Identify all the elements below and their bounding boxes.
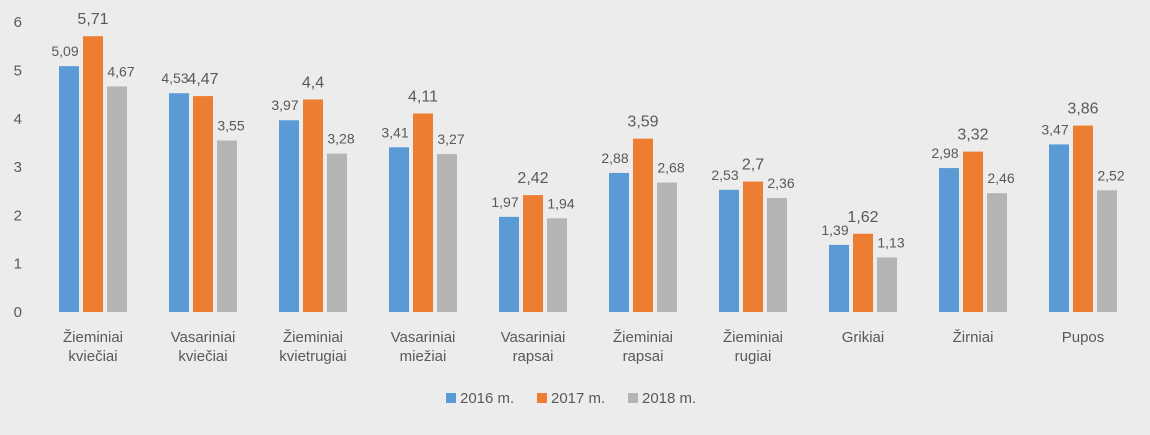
y-tick-label: 2 [14, 207, 22, 224]
data-label: 5,09 [51, 43, 78, 59]
bar-2018m-4 [547, 218, 567, 312]
data-label: 5,71 [77, 11, 108, 28]
data-label: 4,4 [302, 74, 324, 91]
y-tick-label: 5 [14, 63, 22, 80]
bar-2016m-7 [829, 244, 849, 312]
bar-2018m-8 [987, 193, 1007, 312]
x-category-label: Žirniai [953, 329, 994, 346]
x-category-label: Vasariniai [171, 329, 236, 346]
data-label: 2,52 [1097, 167, 1124, 183]
data-label: 2,88 [601, 150, 628, 166]
x-category-label: miežiai [400, 348, 447, 365]
legend: 2016 m. 2017 m. 2018 m. [446, 390, 696, 407]
data-label: 1,39 [821, 222, 848, 238]
data-label: 3,97 [271, 97, 298, 113]
x-axis-category-labels: Žieminiai kviečiai Vasariniai kviečiai Žiemi… [63, 329, 1104, 365]
legend-label: 2018 m. [642, 390, 696, 407]
y-tick-label: 0 [14, 304, 22, 321]
bar-2016m-1 [169, 93, 189, 313]
x-category-label: Žieminiai [723, 329, 783, 346]
legend-swatch [446, 393, 456, 403]
bar-2016m-6 [719, 189, 739, 312]
data-label: 1,97 [491, 194, 518, 210]
bar-2018m-1 [217, 140, 237, 312]
bar-2018m-2 [327, 153, 347, 312]
data-label: 2,68 [657, 160, 684, 176]
bar-2017m-0 [83, 36, 103, 312]
data-label: 1,94 [547, 195, 574, 211]
data-label: 3,55 [217, 118, 244, 134]
legend-label: 2016 m. [460, 390, 514, 407]
data-label: 3,59 [627, 114, 658, 131]
bar-2018m-6 [767, 198, 787, 312]
data-label: 4,53 [161, 70, 188, 86]
y-tick-label: 4 [14, 111, 22, 128]
bar-2018m-0 [107, 86, 127, 313]
bar-2016m-9 [1049, 144, 1069, 312]
data-label: 2,36 [767, 175, 794, 191]
bar-2017m-4 [523, 195, 543, 312]
bar-2017m-5 [633, 138, 653, 312]
bar-2016m-4 [499, 216, 519, 312]
bar-2017m-3 [413, 113, 433, 312]
x-category-label: kviečiai [178, 348, 227, 365]
data-label: 3,41 [381, 124, 408, 140]
bar-2016m-5 [609, 172, 629, 312]
bar-2018m-5 [657, 182, 677, 312]
data-label: 3,32 [957, 127, 988, 144]
bar-2017m-7 [853, 233, 873, 312]
y-tick-label: 6 [14, 14, 22, 31]
data-label: 3,27 [437, 131, 464, 147]
legend-swatch [537, 393, 547, 403]
data-label: 3,28 [327, 131, 354, 147]
x-category-label: Žieminiai [63, 329, 123, 346]
bar-2017m-2 [303, 99, 323, 312]
data-label: 2,46 [987, 170, 1014, 186]
x-category-label: Vasariniai [391, 329, 456, 346]
x-category-label: Žieminiai [613, 329, 673, 346]
legend-label: 2017 m. [551, 390, 605, 407]
x-category-label: Žieminiai [283, 329, 343, 346]
x-category-label: rugiai [735, 348, 772, 365]
bars-group [59, 36, 1117, 313]
data-label: 2,53 [711, 167, 738, 183]
bar-2018m-3 [437, 154, 457, 312]
data-label: 2,7 [742, 157, 764, 174]
bar-2018m-9 [1097, 190, 1117, 312]
data-label: 4,47 [187, 71, 218, 88]
bar-2017m-6 [743, 181, 763, 312]
y-tick-label: 3 [14, 159, 22, 176]
y-tick-label: 1 [14, 256, 22, 273]
x-category-label: Grikiai [842, 329, 885, 346]
data-label: 2,98 [931, 145, 958, 161]
data-label: 4,11 [408, 88, 438, 105]
x-category-label: Vasariniai [501, 329, 566, 346]
data-label: 1,62 [847, 209, 878, 226]
x-category-label: kvietrugiai [279, 348, 347, 365]
bar-2017m-1 [193, 96, 213, 312]
bar-2016m-8 [939, 168, 959, 312]
x-category-label: Pupos [1062, 329, 1105, 346]
data-label: 3,47 [1041, 121, 1068, 137]
data-label: 4,67 [107, 63, 134, 79]
bar-2017m-8 [963, 151, 983, 312]
bar-2018m-7 [877, 257, 897, 312]
bar-2016m-3 [389, 147, 409, 312]
data-label: 1,13 [877, 234, 904, 250]
data-label: 3,86 [1067, 101, 1098, 118]
data-labels-group: 5,09 5,71 4,67 4,534,47 3,55 3,974,4 3,28 3,41 4… [51, 11, 1124, 250]
bar-2016m-2 [279, 120, 299, 313]
y-axis-ticks: 0 1 2 3 4 5 6 [14, 14, 22, 321]
bar-2016m-0 [59, 66, 79, 312]
legend-swatch [628, 393, 638, 403]
x-category-label: rapsai [623, 348, 664, 365]
bar-2017m-9 [1073, 125, 1093, 312]
x-category-label: rapsai [513, 348, 554, 365]
x-category-label: kviečiai [68, 348, 117, 365]
data-label: 2,42 [517, 170, 548, 187]
